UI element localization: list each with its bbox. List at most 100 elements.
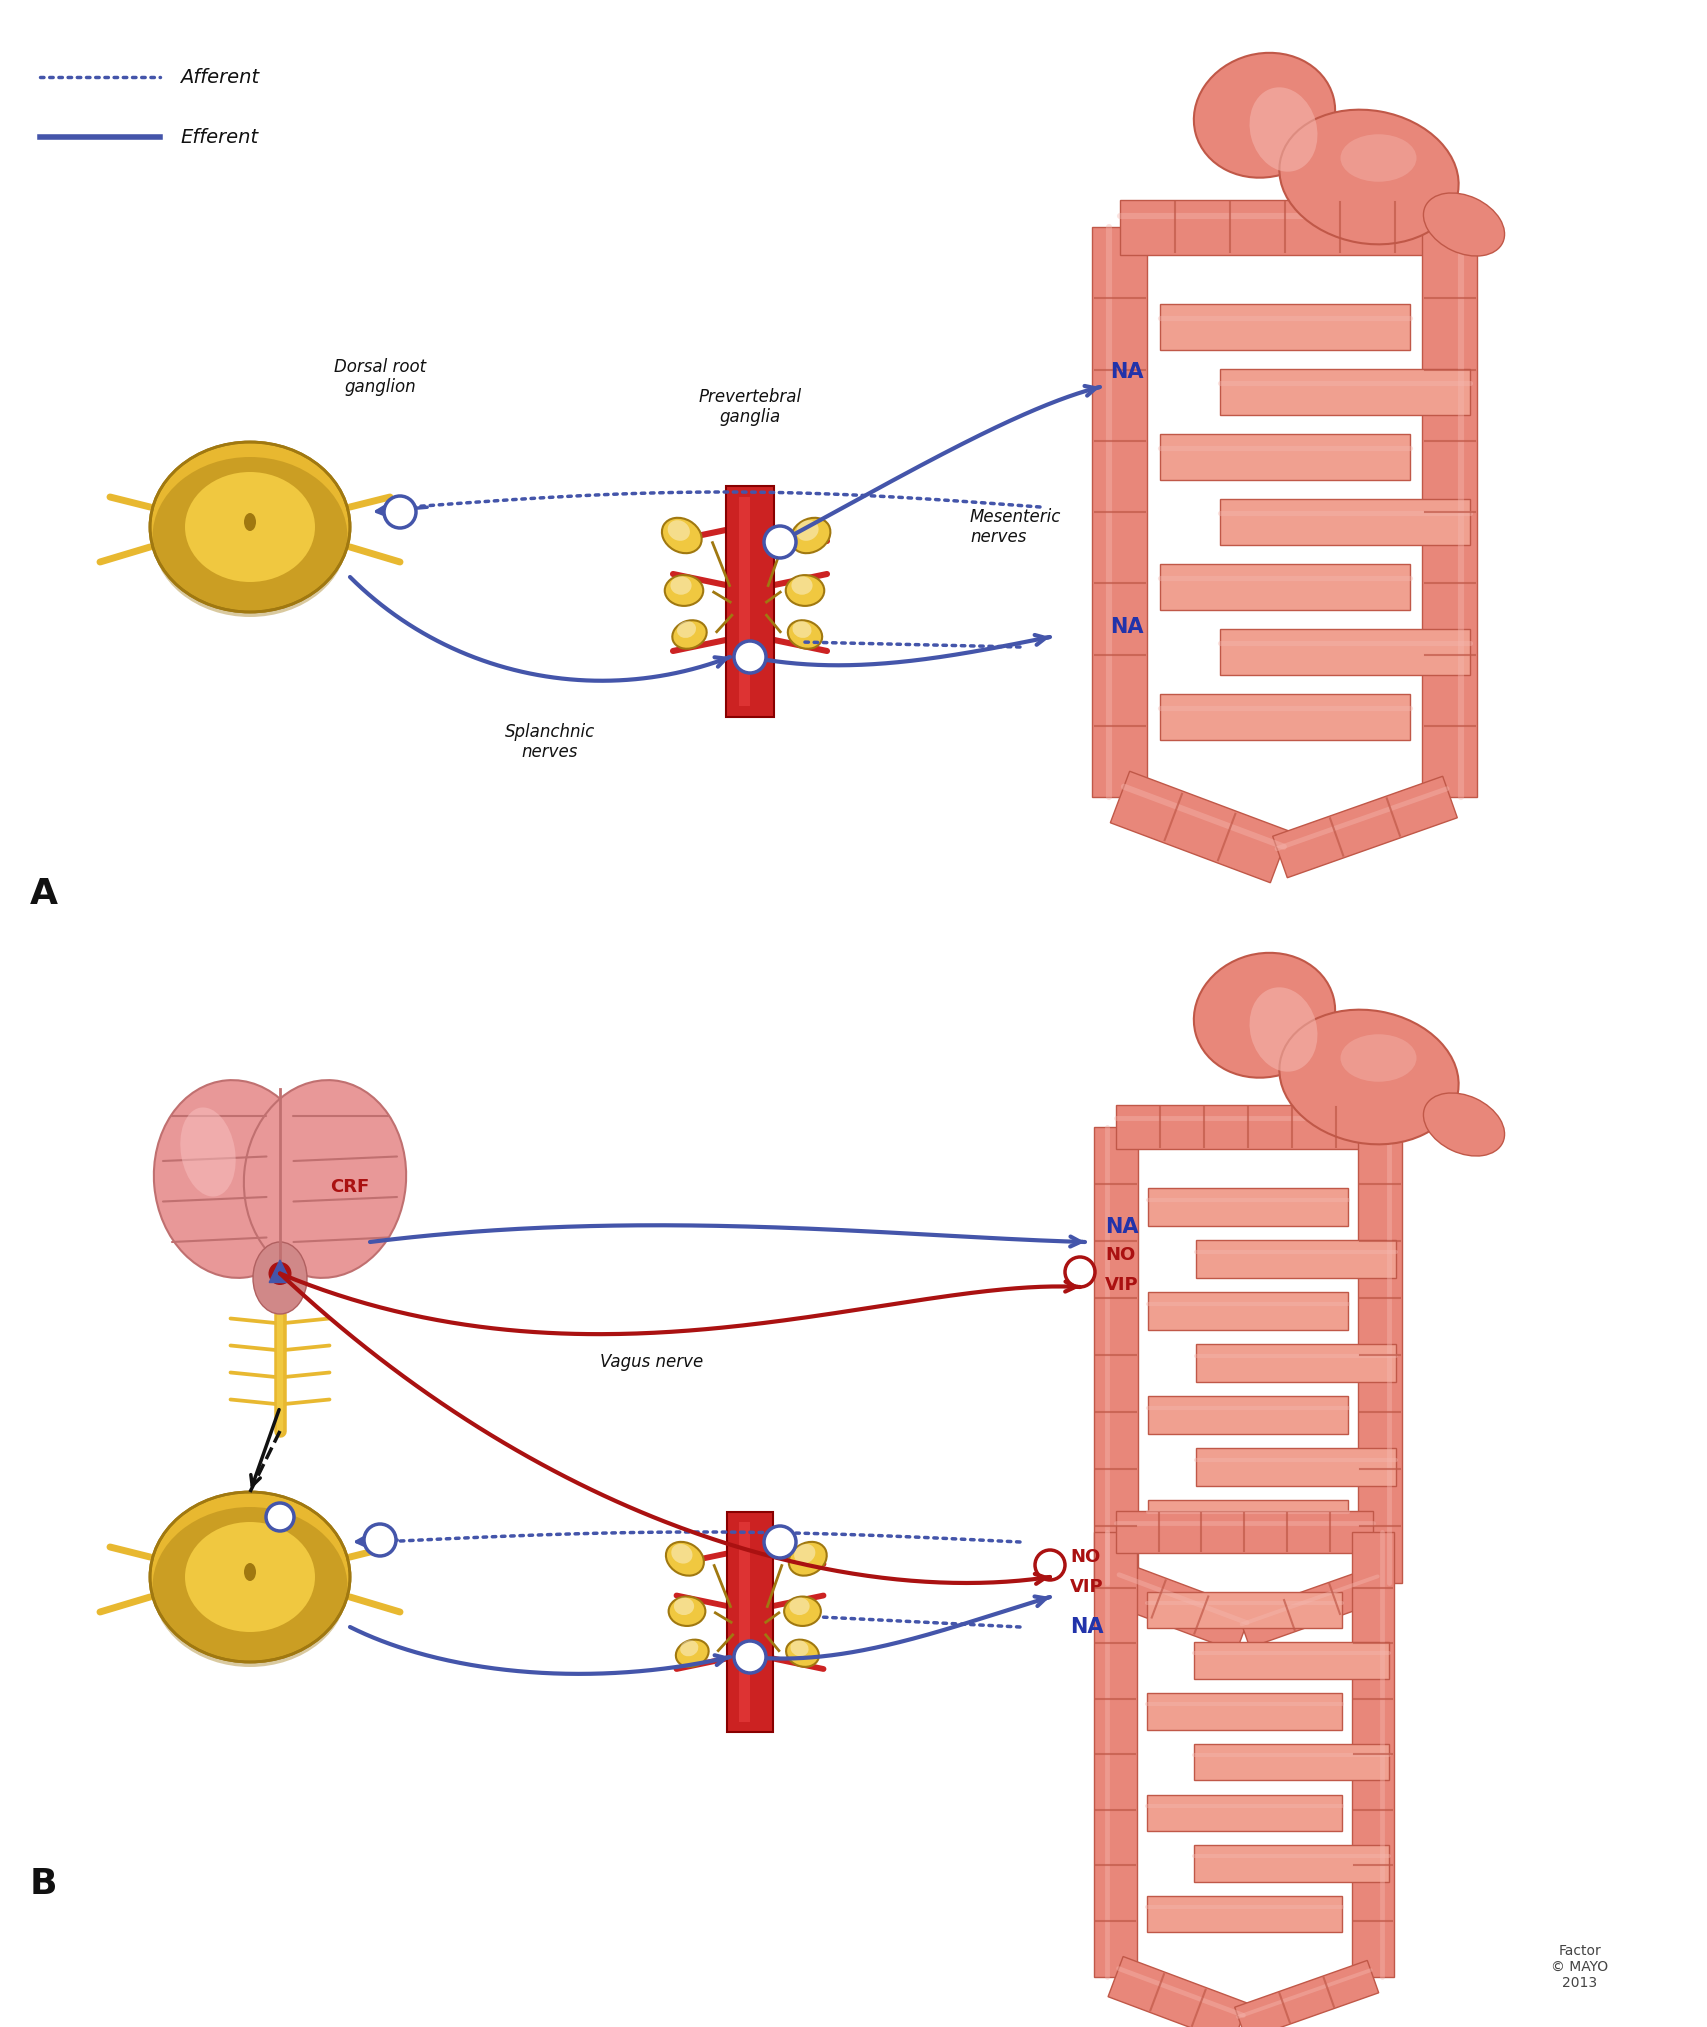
- Ellipse shape: [200, 486, 244, 517]
- Ellipse shape: [671, 576, 691, 594]
- Text: VIP: VIP: [1104, 1277, 1139, 1293]
- Polygon shape: [1115, 1510, 1372, 1553]
- Ellipse shape: [666, 1543, 703, 1575]
- Text: Prevertebral
ganglia: Prevertebral ganglia: [698, 387, 801, 426]
- Ellipse shape: [1193, 953, 1335, 1078]
- Ellipse shape: [154, 1080, 316, 1277]
- Ellipse shape: [673, 620, 707, 649]
- Ellipse shape: [1279, 109, 1458, 245]
- Text: Efferent: Efferent: [179, 128, 258, 146]
- Text: NA: NA: [1110, 616, 1142, 636]
- Ellipse shape: [200, 1536, 244, 1567]
- Polygon shape: [1159, 693, 1410, 740]
- Polygon shape: [727, 1512, 773, 1731]
- Ellipse shape: [667, 521, 690, 541]
- Text: Mesenteric
nerves: Mesenteric nerves: [970, 507, 1060, 547]
- Ellipse shape: [674, 1597, 693, 1616]
- Polygon shape: [1147, 1500, 1347, 1538]
- Circle shape: [384, 497, 417, 527]
- Polygon shape: [1195, 1449, 1395, 1486]
- Polygon shape: [1115, 1105, 1379, 1149]
- Polygon shape: [1219, 369, 1470, 416]
- Ellipse shape: [1250, 87, 1316, 172]
- Polygon shape: [1108, 1956, 1248, 2027]
- Circle shape: [734, 1642, 765, 1672]
- Ellipse shape: [152, 1506, 347, 1666]
- Polygon shape: [1193, 1642, 1388, 1678]
- Ellipse shape: [184, 1522, 314, 1632]
- Polygon shape: [1234, 1960, 1378, 2027]
- Ellipse shape: [217, 1206, 343, 1277]
- Ellipse shape: [184, 472, 314, 582]
- Polygon shape: [1094, 1127, 1137, 1583]
- Ellipse shape: [253, 1243, 307, 1313]
- Ellipse shape: [671, 1545, 691, 1563]
- Polygon shape: [1147, 1188, 1347, 1226]
- Ellipse shape: [785, 1640, 818, 1666]
- Ellipse shape: [795, 521, 818, 541]
- Polygon shape: [739, 497, 749, 705]
- Ellipse shape: [193, 533, 242, 566]
- Polygon shape: [1145, 1591, 1342, 1628]
- Ellipse shape: [244, 513, 256, 531]
- Polygon shape: [1145, 1895, 1342, 1932]
- Polygon shape: [1272, 776, 1456, 878]
- Ellipse shape: [790, 576, 813, 594]
- Ellipse shape: [789, 1597, 809, 1616]
- Polygon shape: [1147, 1397, 1347, 1433]
- Ellipse shape: [256, 486, 299, 517]
- Text: NA: NA: [1104, 1216, 1139, 1236]
- Polygon shape: [1110, 770, 1289, 882]
- Polygon shape: [1422, 227, 1477, 797]
- Ellipse shape: [1422, 193, 1504, 255]
- Ellipse shape: [785, 576, 824, 606]
- Polygon shape: [1147, 1293, 1347, 1330]
- Ellipse shape: [1422, 1093, 1504, 1155]
- Circle shape: [763, 525, 795, 557]
- Ellipse shape: [1340, 134, 1415, 182]
- Ellipse shape: [193, 1583, 242, 1616]
- Polygon shape: [1195, 1241, 1395, 1277]
- Ellipse shape: [1193, 53, 1335, 178]
- Ellipse shape: [679, 1640, 698, 1656]
- Polygon shape: [1238, 1567, 1384, 1648]
- Polygon shape: [1193, 1743, 1388, 1780]
- Ellipse shape: [787, 620, 821, 649]
- Polygon shape: [1145, 1693, 1342, 1729]
- Text: Dorsal root
ganglion: Dorsal root ganglion: [335, 357, 425, 397]
- Ellipse shape: [789, 1543, 826, 1575]
- Ellipse shape: [181, 1107, 236, 1196]
- Ellipse shape: [258, 1583, 306, 1616]
- Ellipse shape: [784, 1597, 821, 1626]
- Polygon shape: [1120, 199, 1449, 255]
- Text: NA: NA: [1069, 1618, 1103, 1638]
- Ellipse shape: [1279, 1009, 1458, 1145]
- Polygon shape: [1195, 1344, 1395, 1382]
- Text: NO: NO: [1104, 1247, 1135, 1265]
- Circle shape: [270, 1263, 290, 1285]
- Polygon shape: [1159, 304, 1410, 351]
- Polygon shape: [1357, 1127, 1401, 1583]
- Text: Factor
© MAYO
2013: Factor © MAYO 2013: [1550, 1944, 1608, 1991]
- Ellipse shape: [244, 1080, 406, 1277]
- Ellipse shape: [676, 1640, 708, 1666]
- Text: NO: NO: [1069, 1549, 1099, 1567]
- Ellipse shape: [790, 517, 830, 553]
- Ellipse shape: [667, 1597, 705, 1626]
- Polygon shape: [1159, 434, 1410, 480]
- Polygon shape: [1145, 1794, 1342, 1830]
- Polygon shape: [270, 1261, 290, 1283]
- Text: Afferent: Afferent: [179, 67, 259, 87]
- Text: Splanchnic
nerves: Splanchnic nerves: [505, 722, 594, 762]
- Ellipse shape: [1250, 987, 1316, 1072]
- Ellipse shape: [664, 576, 703, 606]
- Text: VIP: VIP: [1069, 1577, 1103, 1595]
- Ellipse shape: [794, 1545, 814, 1563]
- Text: B: B: [31, 1867, 58, 1901]
- Text: A: A: [31, 878, 58, 910]
- Ellipse shape: [256, 1536, 299, 1567]
- Polygon shape: [739, 1522, 749, 1721]
- Ellipse shape: [150, 1492, 350, 1662]
- Ellipse shape: [152, 456, 347, 616]
- Circle shape: [266, 1502, 294, 1530]
